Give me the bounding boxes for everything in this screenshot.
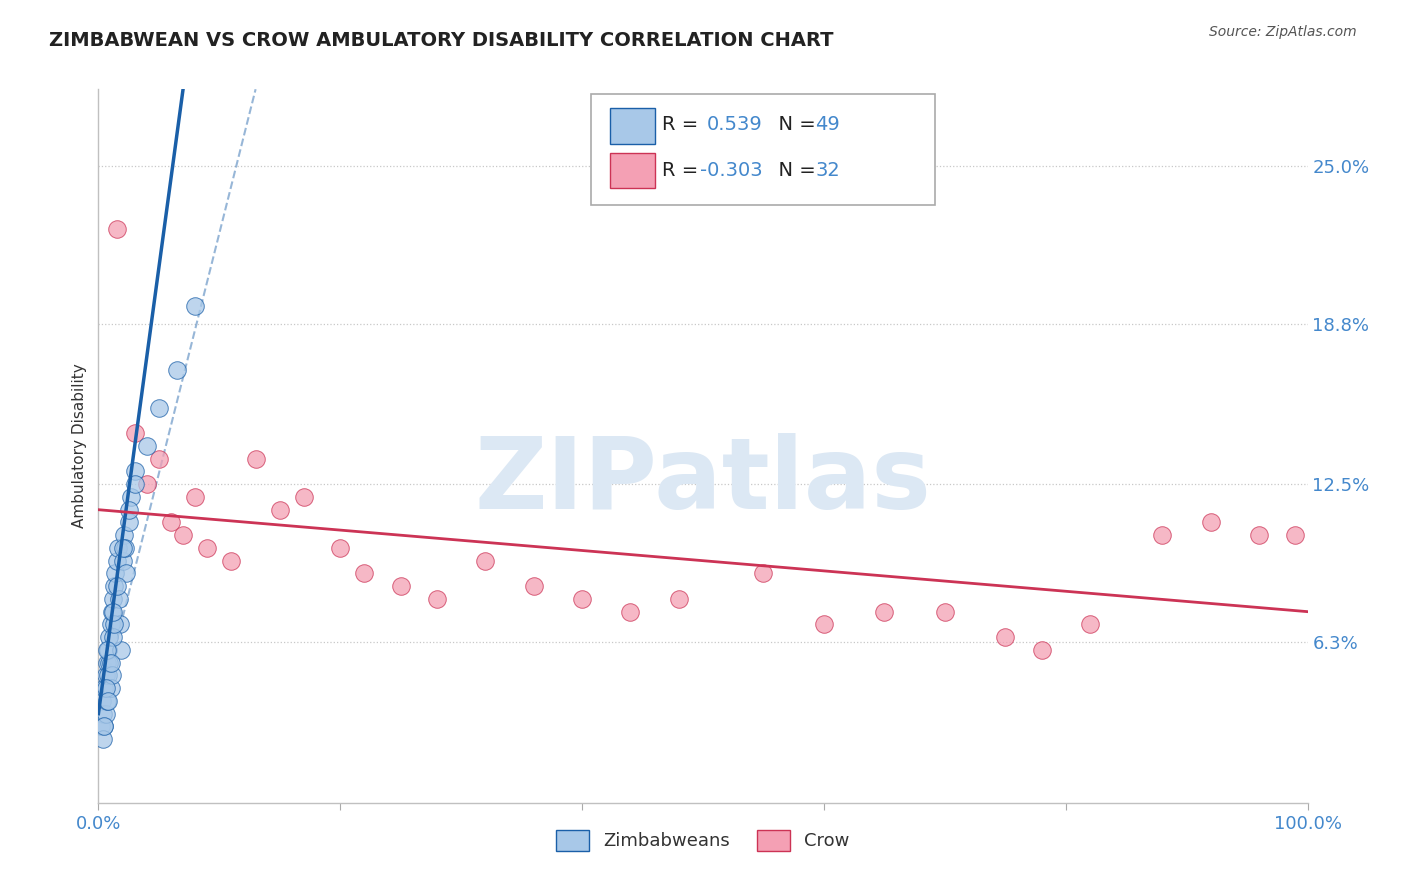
Point xyxy=(172,528,194,542)
Point xyxy=(91,694,114,708)
Point xyxy=(752,566,775,581)
Point xyxy=(93,719,115,733)
Point xyxy=(104,566,127,581)
Text: -0.303: -0.303 xyxy=(700,161,763,180)
Point xyxy=(195,541,218,555)
Point xyxy=(1199,516,1222,530)
Point xyxy=(100,668,122,682)
Point xyxy=(269,502,291,516)
Point xyxy=(1284,528,1306,542)
Point xyxy=(160,516,183,530)
Text: 32: 32 xyxy=(815,161,841,180)
Point xyxy=(474,554,496,568)
Point xyxy=(148,451,170,466)
Point xyxy=(90,719,112,733)
Point xyxy=(98,630,121,644)
Point xyxy=(619,605,641,619)
Point xyxy=(873,605,896,619)
Y-axis label: Ambulatory Disability: Ambulatory Disability xyxy=(72,364,87,528)
Point xyxy=(934,605,956,619)
Point xyxy=(108,591,131,606)
Point xyxy=(118,502,141,516)
Text: N =: N = xyxy=(766,115,823,135)
Text: 0.539: 0.539 xyxy=(707,115,763,135)
Point xyxy=(148,401,170,415)
Point xyxy=(98,656,121,670)
Point xyxy=(110,643,132,657)
Point xyxy=(221,554,243,568)
Point xyxy=(292,490,315,504)
Point xyxy=(1031,643,1053,657)
Point xyxy=(1078,617,1101,632)
Point xyxy=(389,579,412,593)
Point xyxy=(97,694,120,708)
Point xyxy=(101,591,124,606)
Point xyxy=(813,617,835,632)
Point xyxy=(94,668,117,682)
Text: ZIPatlas: ZIPatlas xyxy=(475,434,931,530)
Point xyxy=(96,643,118,657)
Point xyxy=(523,579,546,593)
Point xyxy=(107,541,129,555)
Point xyxy=(184,490,207,504)
Point xyxy=(245,451,267,466)
Point xyxy=(103,579,125,593)
Legend: Zimbabweans, Crow: Zimbabweans, Crow xyxy=(550,822,856,858)
Point xyxy=(96,656,118,670)
Point xyxy=(103,617,125,632)
Point xyxy=(105,579,128,593)
Point xyxy=(108,617,131,632)
Text: Source: ZipAtlas.com: Source: ZipAtlas.com xyxy=(1209,25,1357,39)
Point xyxy=(100,605,122,619)
Point xyxy=(96,694,118,708)
Point xyxy=(115,566,138,581)
Point xyxy=(426,591,449,606)
Point xyxy=(135,439,157,453)
Text: R =: R = xyxy=(662,115,711,135)
Point xyxy=(166,362,188,376)
Point xyxy=(1249,528,1271,542)
Point xyxy=(571,591,593,606)
Point xyxy=(105,554,128,568)
Point xyxy=(353,566,375,581)
Point xyxy=(101,605,124,619)
Point xyxy=(124,477,146,491)
Point xyxy=(1152,528,1174,542)
Point xyxy=(184,299,207,313)
Point xyxy=(135,477,157,491)
Point xyxy=(124,426,146,441)
Point xyxy=(124,465,146,479)
Text: N =: N = xyxy=(766,161,823,180)
Point xyxy=(93,719,115,733)
Point xyxy=(94,681,117,695)
Point xyxy=(91,732,114,747)
Point xyxy=(111,541,134,555)
Point xyxy=(120,490,142,504)
Point xyxy=(114,541,136,555)
Point xyxy=(97,643,120,657)
Point xyxy=(93,681,115,695)
Point xyxy=(91,706,114,721)
Point xyxy=(118,516,141,530)
Text: 49: 49 xyxy=(815,115,841,135)
Point xyxy=(668,591,690,606)
Point xyxy=(105,222,128,236)
Point xyxy=(100,656,122,670)
Point xyxy=(100,617,122,632)
Text: ZIMBABWEAN VS CROW AMBULATORY DISABILITY CORRELATION CHART: ZIMBABWEAN VS CROW AMBULATORY DISABILITY… xyxy=(49,31,834,50)
Point xyxy=(100,681,122,695)
Point xyxy=(94,706,117,721)
Point xyxy=(101,630,124,644)
Point xyxy=(994,630,1017,644)
Point xyxy=(97,668,120,682)
Point xyxy=(112,528,135,542)
Text: R =: R = xyxy=(662,161,704,180)
Point xyxy=(111,554,134,568)
Point xyxy=(329,541,352,555)
